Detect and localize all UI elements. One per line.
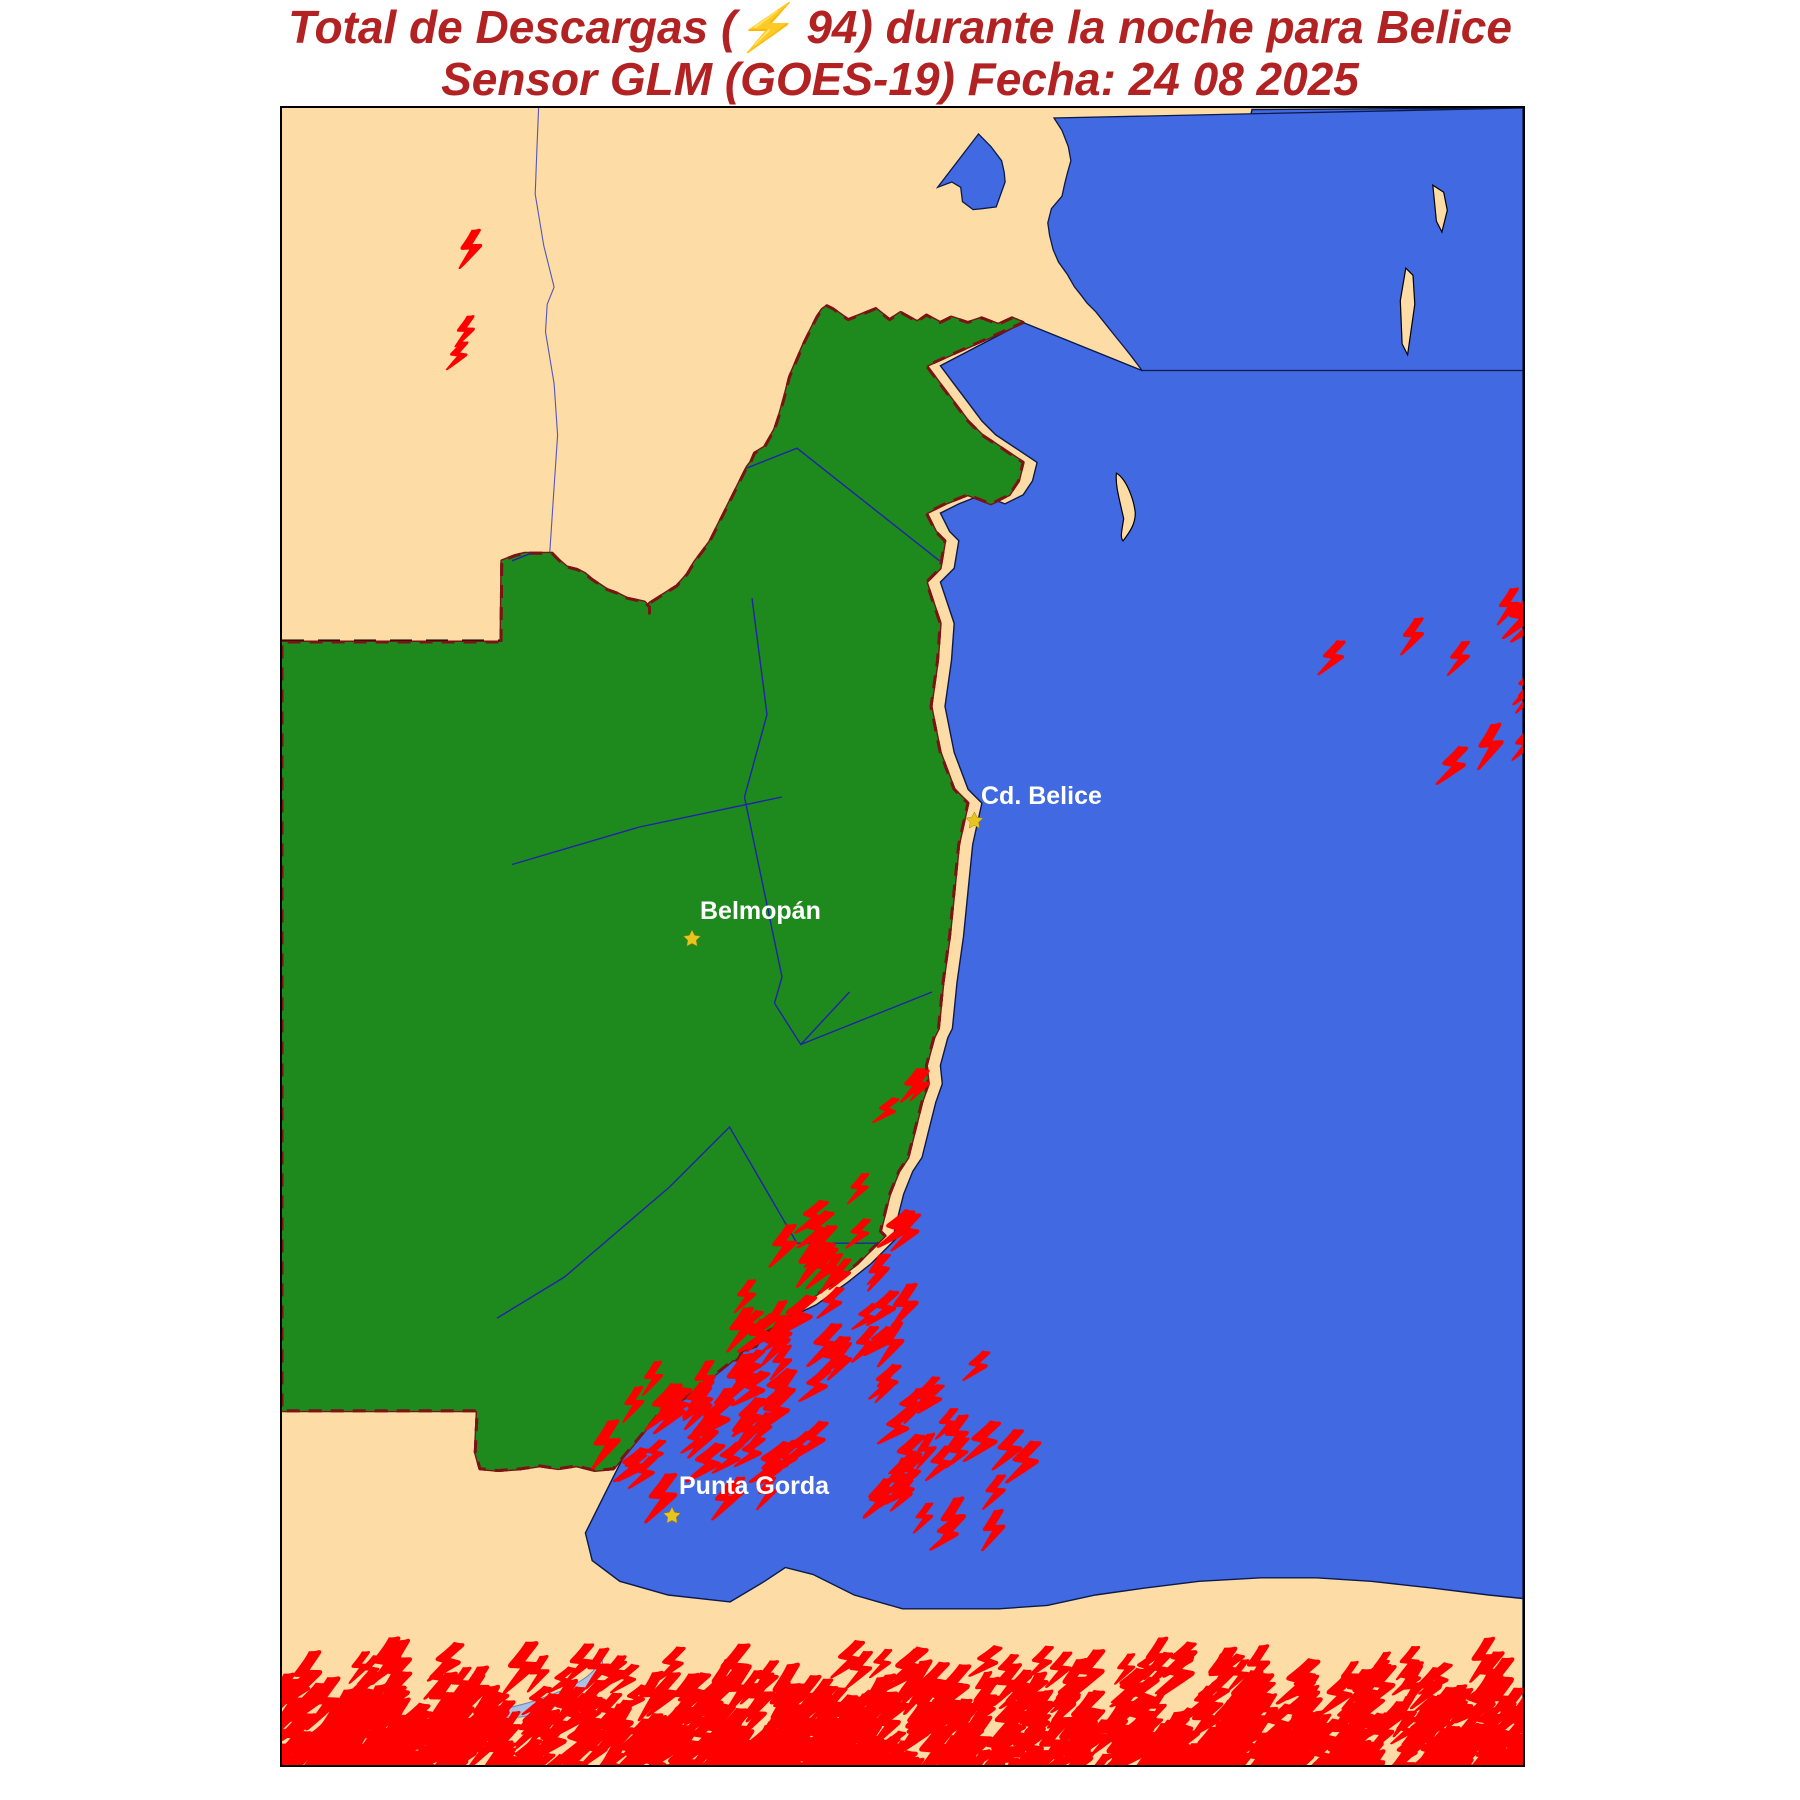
svg-text:Cd. Belice: Cd. Belice — [981, 782, 1102, 810]
svg-text:Punta Gorda: Punta Gorda — [679, 1472, 830, 1500]
svg-text:Belmopán: Belmopán — [700, 897, 821, 925]
